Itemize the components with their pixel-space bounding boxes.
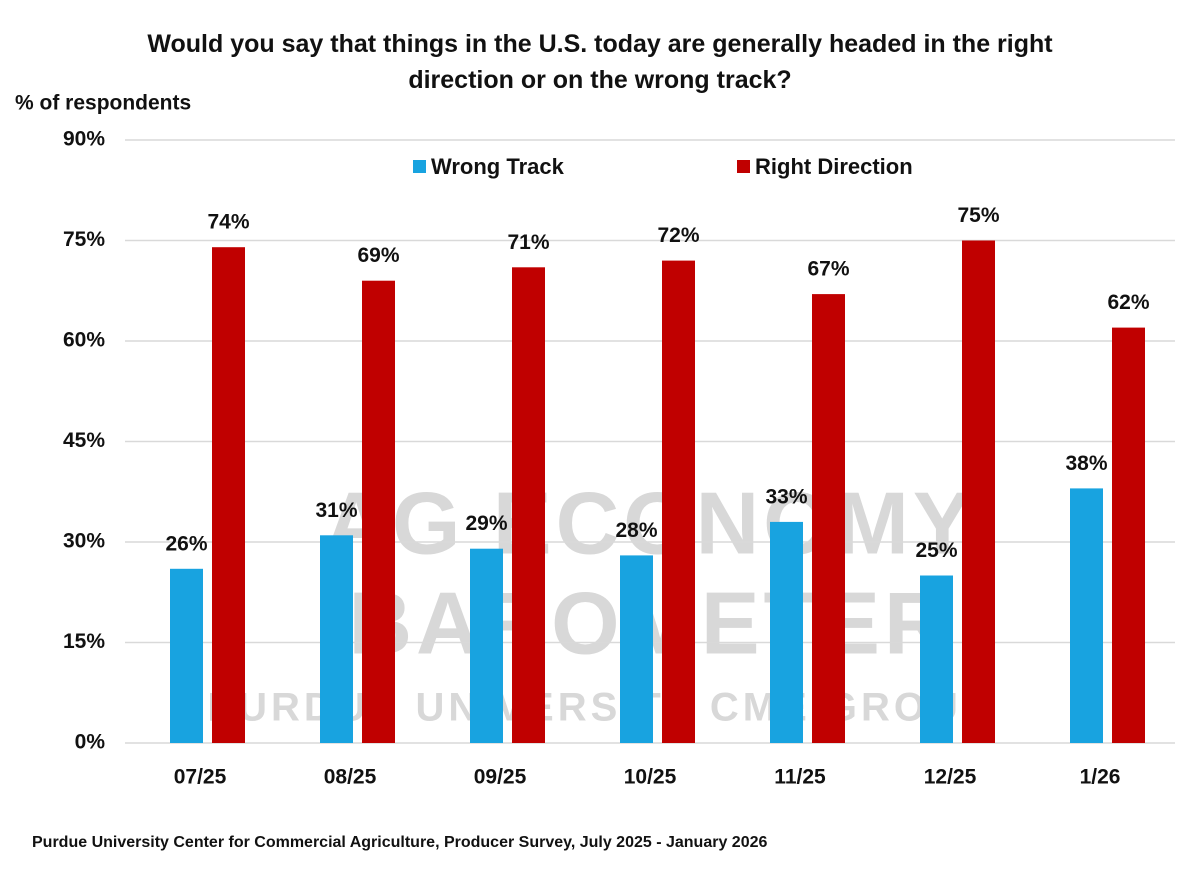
data-label: 33% bbox=[765, 485, 807, 508]
y-tick-label: 0% bbox=[75, 731, 106, 754]
data-label: 29% bbox=[465, 512, 507, 535]
bar bbox=[1112, 327, 1145, 743]
x-tick-label: 07/25 bbox=[174, 766, 227, 789]
bar bbox=[512, 267, 545, 743]
y-tick-label: 30% bbox=[63, 530, 105, 553]
data-label: 75% bbox=[957, 204, 999, 227]
data-label: 26% bbox=[165, 532, 207, 555]
data-label: 28% bbox=[615, 519, 657, 542]
data-label: 69% bbox=[357, 244, 399, 267]
source-note: Purdue University Center for Commercial … bbox=[32, 834, 767, 851]
bar bbox=[1070, 488, 1103, 743]
legend-swatch bbox=[737, 160, 750, 173]
bar bbox=[470, 548, 503, 743]
x-tick-label: 08/25 bbox=[324, 766, 377, 789]
y-tick-label: 90% bbox=[63, 128, 105, 151]
data-label: 74% bbox=[207, 211, 249, 234]
legend-label: Wrong Track bbox=[431, 154, 565, 179]
bar bbox=[212, 247, 245, 743]
bar bbox=[962, 240, 995, 743]
data-label: 31% bbox=[315, 499, 357, 522]
data-label: 72% bbox=[657, 224, 699, 247]
x-tick-label: 10/25 bbox=[624, 766, 677, 789]
data-label: 62% bbox=[1107, 291, 1149, 314]
y-tick-label: 45% bbox=[63, 429, 105, 452]
data-label: 71% bbox=[507, 231, 549, 254]
y-tick-label: 75% bbox=[63, 228, 105, 251]
legend-label: Right Direction bbox=[755, 154, 913, 179]
legend-swatch bbox=[413, 160, 426, 173]
y-axis-label: % of respondents bbox=[15, 92, 191, 115]
bar bbox=[170, 568, 203, 743]
bar bbox=[362, 280, 395, 743]
x-tick-label: 12/25 bbox=[924, 766, 977, 789]
bar bbox=[770, 521, 803, 743]
x-tick-label: 11/25 bbox=[774, 766, 826, 789]
data-label: 25% bbox=[915, 539, 957, 562]
bar bbox=[812, 294, 845, 743]
bar bbox=[662, 260, 695, 743]
x-tick-label: 09/25 bbox=[474, 766, 527, 789]
y-tick-label: 60% bbox=[63, 329, 105, 352]
y-tick-label: 15% bbox=[63, 630, 105, 653]
x-tick-label: 1/26 bbox=[1080, 766, 1121, 789]
data-label: 67% bbox=[807, 258, 849, 281]
bar bbox=[620, 555, 653, 743]
bar bbox=[320, 535, 353, 743]
bar bbox=[920, 575, 953, 743]
chart-title: Would you say that things in the U.S. to… bbox=[147, 30, 1053, 94]
data-label: 38% bbox=[1065, 452, 1107, 475]
